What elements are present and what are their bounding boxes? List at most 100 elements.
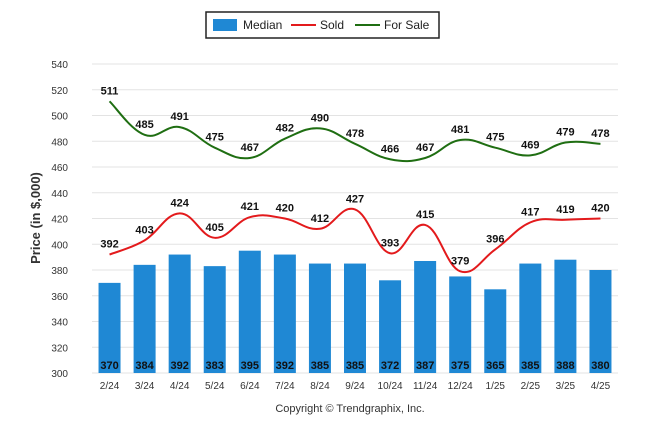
median-bar (168, 254, 191, 373)
median-bar-label: 385 (346, 360, 364, 372)
y-axis-ticks: 300 320 340 360 380 400 420 440 460 480 500 520 540 (51, 60, 68, 380)
sold-point-label: 392 (100, 239, 118, 251)
for-sale-point-label: 490 (311, 112, 329, 124)
y-tick-label: 520 (51, 86, 68, 97)
x-tick-label: 8/24 (310, 381, 330, 392)
x-tick-label: 11/24 (413, 381, 438, 392)
sold-point-label: 415 (416, 209, 434, 221)
y-tick-label: 480 (51, 137, 68, 148)
sold-point-label: 403 (135, 224, 153, 236)
legend-label-sold: Sold (320, 18, 344, 32)
for-sale-point-label: 479 (556, 127, 574, 139)
median-bar-label: 365 (486, 360, 504, 372)
sold-point-label: 421 (241, 201, 259, 213)
for-sale-point-label: 478 (346, 128, 364, 140)
median-bar-label: 392 (170, 360, 188, 372)
sold-point-label: 405 (206, 222, 224, 234)
x-tick-label: 7/24 (275, 381, 295, 392)
x-axis-ticks: 2/24 3/24 4/24 5/24 6/24 7/24 8/24 9/24 10/24 11/… (100, 381, 611, 392)
median-bar-label: 370 (100, 360, 118, 372)
median-bar (344, 263, 366, 373)
median-bar (554, 259, 577, 373)
x-tick-label: 1/25 (486, 381, 506, 392)
median-bar (449, 276, 472, 373)
y-tick-label: 300 (51, 369, 68, 380)
sold-point-label: 427 (346, 193, 364, 205)
x-tick-label: 2/24 (100, 381, 120, 392)
median-bar (308, 263, 331, 373)
median-bar (484, 289, 507, 373)
for-sale-point-label: 481 (451, 124, 469, 136)
sold-point-label: 412 (311, 213, 329, 225)
median-bar (589, 270, 612, 373)
median-bar-label: 384 (135, 360, 154, 372)
y-tick-label: 500 (51, 112, 68, 123)
median-bar-label: 385 (521, 360, 539, 372)
y-tick-label: 340 (51, 318, 68, 329)
for-sale-point-label: 466 (381, 143, 399, 155)
for-sale-point-label: 475 (486, 132, 504, 144)
median-bar (133, 264, 156, 373)
y-tick-label: 540 (51, 60, 68, 71)
median-bar (238, 250, 261, 373)
sold-line (109, 207, 601, 274)
median-bar-label: 387 (416, 360, 434, 372)
for-sale-point-label: 469 (521, 139, 539, 151)
y-tick-label: 360 (51, 292, 68, 303)
line-series (108, 100, 601, 274)
y-tick-label: 380 (51, 266, 68, 277)
sold-point-label: 424 (170, 197, 189, 209)
for-sale-point-label: 475 (206, 132, 224, 144)
x-tick-label: 9/24 (345, 381, 365, 392)
x-tick-label: 3/25 (556, 381, 576, 392)
median-bar (414, 260, 437, 373)
x-tick-label: 3/24 (135, 381, 155, 392)
legend-box (205, 11, 440, 39)
median-bar (203, 266, 226, 373)
sold-point-label: 420 (276, 203, 294, 215)
sold-point-label: 393 (381, 237, 399, 249)
x-tick-label: 2/25 (521, 381, 541, 392)
median-bar (519, 263, 542, 373)
median-bar-label: 392 (276, 360, 294, 372)
for-sale-point-label: 467 (416, 142, 434, 154)
legend: Median Sold For Sale (205, 11, 440, 39)
sold-point-label: 419 (556, 204, 574, 216)
x-tick-label: 12/24 (448, 381, 473, 392)
median-bar (273, 254, 296, 373)
for-sale-point-label: 478 (591, 128, 609, 140)
y-tick-label: 460 (51, 163, 68, 174)
x-tick-label: 10/24 (378, 381, 403, 392)
y-tick-label: 400 (51, 240, 68, 251)
y-tick-label: 320 (51, 343, 68, 354)
median-bar-label: 380 (591, 360, 609, 372)
sold-point-label: 417 (521, 206, 539, 218)
y-tick-label: 440 (51, 189, 68, 200)
x-tick-label: 6/24 (240, 381, 260, 392)
x-tick-label: 4/25 (591, 381, 611, 392)
y-axis-label: Price (in $,000) (28, 172, 43, 264)
median-bar-label: 383 (206, 360, 224, 372)
x-tick-label: 4/24 (170, 381, 190, 392)
median-bar-label: 372 (381, 360, 399, 372)
y-tick-label: 420 (51, 215, 68, 226)
sold-point-label: 396 (486, 233, 504, 245)
legend-swatch-median (213, 19, 237, 31)
for-sale-point-label: 482 (276, 123, 294, 135)
data-labels: 370 384 392 383 395 392 385 385 372 387 375 365 385 3… (100, 85, 609, 372)
median-bars (98, 250, 612, 373)
for-sale-point-label: 485 (135, 119, 153, 131)
legend-label-for-sale: For Sale (384, 18, 430, 32)
for-sale-point-label: 467 (241, 142, 259, 154)
median-bar-label: 385 (311, 360, 329, 372)
for-sale-point-label: 491 (170, 111, 188, 123)
legend-label-median: Median (243, 18, 282, 32)
for-sale-line (108, 100, 601, 163)
median-bar-label: 388 (556, 360, 574, 372)
x-tick-label: 5/24 (205, 381, 225, 392)
median-bar (98, 282, 121, 373)
median-bar-label: 395 (241, 360, 259, 372)
median-bar-label: 375 (451, 360, 469, 372)
